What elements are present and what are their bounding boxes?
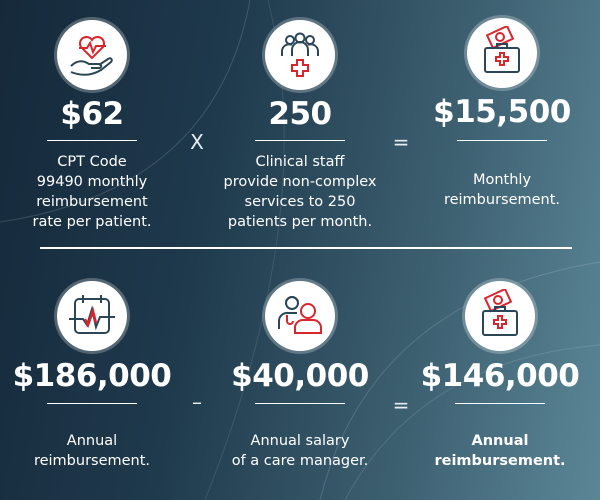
care-manager-icon bbox=[265, 281, 335, 351]
value-annual-reimbursement: $186,000 bbox=[12, 358, 172, 394]
money-medical-kit-icon bbox=[467, 18, 537, 88]
description-net-annual-reimbursement: Annual reimbursement. bbox=[434, 433, 566, 469]
minus-operator: – bbox=[192, 390, 202, 414]
divider-rule bbox=[255, 140, 345, 141]
divider-rule bbox=[255, 403, 345, 404]
calendar-heartbeat-icon bbox=[57, 281, 127, 351]
divider-rule bbox=[455, 403, 545, 404]
equals-operator: = bbox=[392, 393, 410, 417]
staff-group-icon bbox=[265, 20, 335, 90]
divider-rule bbox=[457, 140, 547, 141]
description-monthly-reimbursement: Monthly reimbursement. bbox=[443, 172, 561, 208]
heart-in-hand-icon bbox=[57, 20, 127, 90]
description-patients: Clinical staff provide non-complex servi… bbox=[223, 154, 377, 230]
divider-rule bbox=[47, 403, 137, 404]
equals-operator: = bbox=[392, 130, 410, 154]
value-net-annual-reimbursement: $146,000 bbox=[420, 358, 580, 394]
value-cpt-rate: $62 bbox=[60, 96, 124, 132]
section-divider bbox=[40, 247, 572, 249]
multiply-operator: X bbox=[190, 130, 204, 154]
value-care-manager-salary: $40,000 bbox=[231, 358, 369, 394]
description-cpt-rate: CPT Code 99490 monthly reimbursement rat… bbox=[32, 154, 152, 230]
description-annual-reimbursement: Annual reimbursement. bbox=[33, 433, 151, 469]
description-care-manager-salary: Annual salary of a care manager. bbox=[231, 433, 369, 469]
divider-rule bbox=[47, 140, 137, 141]
value-patients: 250 bbox=[268, 96, 332, 132]
value-monthly-reimbursement: $15,500 bbox=[433, 94, 571, 130]
money-medical-kit-icon bbox=[465, 281, 535, 351]
